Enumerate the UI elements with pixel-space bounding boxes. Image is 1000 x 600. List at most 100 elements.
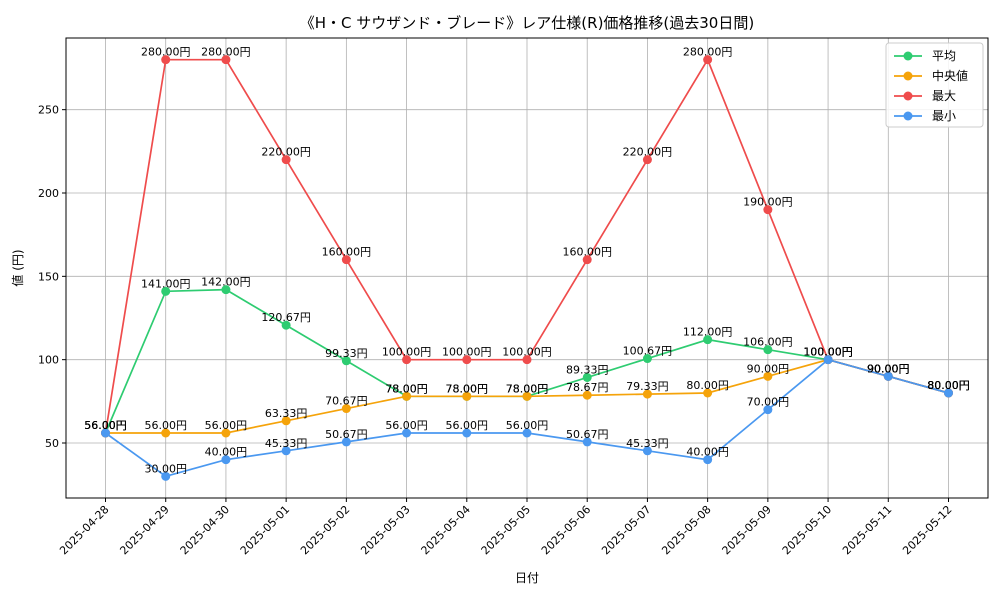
data-point [402, 428, 412, 438]
data-label: 56.00円 [84, 419, 127, 432]
grid-lines [66, 38, 988, 498]
legend-label: 中央値 [932, 68, 968, 83]
data-point [341, 404, 351, 414]
data-label: 90.00円 [867, 362, 910, 375]
data-label: 40.00円 [686, 446, 729, 459]
data-point [582, 390, 592, 400]
data-point [402, 391, 412, 401]
x-tick-label: 2025-05-07 [599, 503, 653, 557]
chart-title: 《H・C サウザンド・ブレード》レア仕様(R)価格推移(過去30日間) [300, 14, 754, 32]
data-point [582, 255, 592, 265]
data-point [341, 437, 351, 447]
data-label: 280.00円 [141, 46, 191, 59]
x-tick-label: 2025-05-03 [358, 503, 412, 557]
y-tick-label: 50 [45, 437, 59, 450]
data-label: 100.00円 [803, 346, 853, 359]
data-label: 80.00円 [927, 379, 970, 392]
data-label: 63.33円 [265, 407, 308, 420]
data-label: 100.00円 [803, 346, 853, 359]
x-axis-label: 日付 [515, 571, 539, 585]
data-label: 56.00円 [144, 419, 187, 432]
data-label: 89.33円 [566, 363, 609, 376]
x-tick-label: 2025-05-12 [900, 503, 954, 557]
data-point [763, 205, 773, 215]
data-label: 56.00円 [506, 419, 549, 432]
data-label: 90.00円 [747, 362, 790, 375]
data-label: 56.00円 [84, 419, 127, 432]
legend-marker [903, 71, 913, 81]
y-tick-label: 150 [38, 270, 59, 283]
data-label: 90.00円 [867, 362, 910, 375]
data-point [281, 416, 291, 426]
data-label: 120.67円 [261, 311, 311, 324]
series-lines [101, 55, 953, 481]
data-point [703, 388, 713, 398]
x-tick-label: 2025-04-30 [178, 503, 232, 557]
data-point [341, 255, 351, 265]
data-label: 80.00円 [927, 379, 970, 392]
data-point [462, 355, 472, 365]
data-label: 141.00円 [141, 277, 191, 290]
x-tick-label: 2025-04-29 [117, 503, 171, 557]
data-point [281, 446, 291, 456]
data-label: 56.00円 [446, 419, 489, 432]
data-point [281, 320, 291, 330]
legend-marker [903, 91, 913, 101]
data-label: 142.00円 [201, 276, 251, 289]
x-tick-label: 2025-05-09 [720, 503, 774, 557]
data-point [462, 391, 472, 401]
data-point [763, 371, 773, 381]
data-point [101, 428, 110, 438]
data-label: 56.00円 [84, 419, 127, 432]
data-point [582, 437, 592, 447]
data-label: 160.00円 [322, 246, 372, 259]
data-point [462, 428, 472, 438]
data-point [642, 155, 652, 165]
x-axis: 2025-04-28 2025-04-29 2025-04-30 2025-05-01… [57, 498, 955, 557]
legend-label: 平均 [932, 49, 956, 63]
data-label: 99.33円 [325, 347, 368, 360]
data-point [161, 286, 171, 296]
data-point [642, 354, 652, 364]
data-point [944, 388, 953, 398]
data-point [522, 428, 532, 438]
data-point [221, 455, 231, 465]
data-point [281, 155, 291, 165]
data-label: 106.00円 [743, 336, 793, 349]
data-point [402, 355, 412, 365]
data-label: 56.00円 [84, 419, 127, 432]
data-label: 280.00円 [683, 46, 733, 59]
data-point [763, 405, 773, 415]
data-label: 100.00円 [803, 346, 853, 359]
data-point [703, 455, 713, 465]
data-label: 78.00円 [385, 382, 428, 395]
data-label: 220.00円 [261, 146, 311, 159]
data-point [642, 389, 652, 399]
data-point [582, 372, 592, 382]
data-point [341, 356, 351, 366]
data-labels: 56.00円 141.00円 142.00円 120.67円 99.33円 78.00円 7… [84, 46, 970, 476]
data-label: 112.00円 [683, 326, 733, 339]
data-label: 79.33円 [626, 380, 669, 393]
data-label: 100.00円 [803, 346, 853, 359]
data-point [161, 55, 171, 65]
data-label: 90.00円 [867, 362, 910, 375]
data-label: 30.00円 [144, 462, 187, 475]
data-point [703, 55, 713, 65]
legend-marker [903, 111, 913, 121]
data-label: 190.00円 [743, 196, 793, 209]
data-label: 78.00円 [446, 382, 489, 395]
data-point [883, 371, 893, 381]
x-tick-label: 2025-05-06 [539, 503, 593, 557]
x-tick-label: 2025-05-04 [419, 503, 473, 557]
y-tick-label: 200 [38, 187, 59, 200]
legend-label: 最小 [932, 109, 956, 123]
data-label: 70.67円 [325, 395, 368, 408]
y-axis: 50 100 150 200 250 [38, 104, 66, 450]
data-label: 40.00円 [205, 446, 248, 459]
data-label: 70.00円 [747, 396, 790, 409]
data-point [221, 55, 231, 65]
x-tick-label: 2025-05-08 [659, 503, 713, 557]
data-label: 78.00円 [506, 382, 549, 395]
